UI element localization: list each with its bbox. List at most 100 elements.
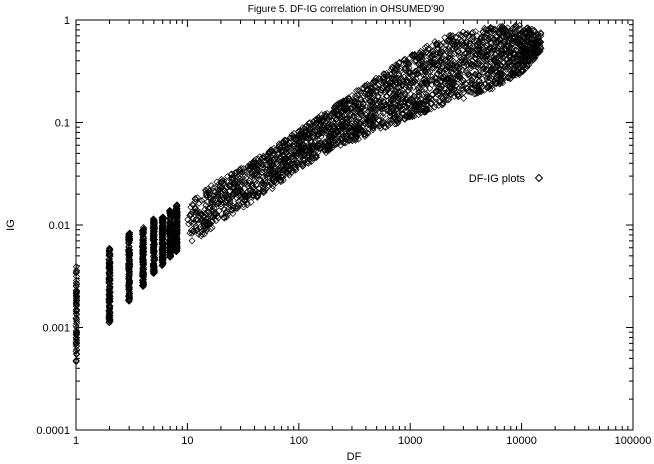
data-point	[415, 92, 423, 100]
data-point	[125, 230, 133, 238]
data-point	[448, 86, 456, 94]
data-point	[423, 105, 431, 113]
data-point	[268, 151, 276, 159]
data-point	[498, 47, 506, 55]
data-point	[432, 61, 440, 69]
data-point	[323, 110, 331, 118]
y-axis-title: IG	[5, 219, 17, 231]
data-point	[73, 342, 81, 350]
data-point	[460, 63, 468, 71]
data-point	[159, 255, 167, 263]
data-point	[173, 205, 181, 213]
data-point	[241, 192, 249, 200]
data-point	[458, 82, 465, 90]
data-point	[511, 68, 519, 76]
data-point	[105, 291, 113, 299]
data-point	[438, 74, 446, 82]
data-point	[209, 184, 217, 192]
data-point	[468, 76, 476, 84]
data-point	[410, 71, 418, 79]
data-point	[457, 31, 465, 39]
data-point	[347, 111, 355, 119]
data-point	[482, 57, 490, 65]
data-point	[366, 117, 374, 125]
data-point	[514, 37, 522, 45]
data-point	[192, 195, 200, 203]
data-point	[204, 185, 212, 193]
data-point	[445, 95, 453, 103]
data-point	[193, 194, 201, 202]
data-point	[283, 144, 291, 152]
data-point	[73, 350, 81, 358]
data-point	[73, 311, 81, 319]
data-point	[408, 113, 416, 121]
data-point	[279, 160, 287, 168]
data-point	[236, 169, 244, 177]
data-point	[220, 205, 228, 213]
data-point	[320, 146, 328, 154]
data-point	[519, 62, 527, 70]
data-point	[254, 155, 262, 163]
data-point	[188, 237, 196, 245]
data-point	[353, 112, 361, 120]
data-point	[299, 161, 307, 169]
data-point	[505, 74, 513, 82]
data-point	[533, 34, 541, 42]
data-point	[514, 68, 522, 76]
data-point	[324, 146, 332, 154]
data-point	[406, 96, 414, 104]
data-point	[506, 75, 514, 83]
data-point	[450, 45, 458, 53]
y-tick-label: 0.001	[42, 323, 70, 335]
data-point	[225, 194, 233, 202]
data-point	[427, 76, 435, 84]
data-point	[149, 215, 157, 223]
data-point	[271, 177, 279, 185]
x-tick-label: 10000	[506, 435, 537, 447]
data-point	[360, 106, 368, 114]
data-point	[189, 220, 197, 228]
data-point	[510, 69, 518, 77]
data-point	[294, 134, 302, 142]
data-point	[198, 217, 206, 225]
data-point	[362, 96, 370, 104]
data-point	[341, 118, 349, 126]
data-point	[158, 223, 166, 231]
data-point	[476, 46, 484, 54]
data-point	[213, 212, 221, 220]
data-point	[382, 79, 390, 87]
data-point	[360, 100, 368, 108]
data-point	[166, 207, 174, 215]
data-point	[392, 93, 400, 101]
data-point	[351, 103, 359, 111]
data-point	[432, 80, 440, 88]
data-point	[369, 112, 377, 120]
data-point	[516, 30, 524, 38]
data-point	[420, 66, 428, 74]
data-point	[454, 63, 462, 71]
data-point	[278, 148, 286, 156]
data-point	[166, 252, 174, 260]
data-point	[343, 124, 351, 132]
data-point	[150, 264, 158, 272]
data-point	[320, 117, 328, 125]
data-point	[445, 45, 453, 53]
data-point	[377, 102, 385, 110]
data-point	[483, 75, 491, 83]
data-point	[334, 128, 342, 136]
data-point	[438, 68, 446, 76]
data-point	[462, 30, 470, 38]
data-point	[294, 144, 302, 152]
data-point	[230, 171, 238, 179]
data-point	[456, 49, 464, 57]
data-point	[150, 250, 158, 258]
data-point	[443, 37, 451, 45]
data-point	[248, 181, 256, 189]
data-point	[450, 50, 458, 58]
data-point	[286, 144, 294, 152]
data-point	[166, 222, 174, 230]
data-point	[284, 156, 292, 164]
data-point	[434, 87, 442, 95]
data-point	[166, 230, 174, 238]
data-point	[479, 41, 487, 49]
